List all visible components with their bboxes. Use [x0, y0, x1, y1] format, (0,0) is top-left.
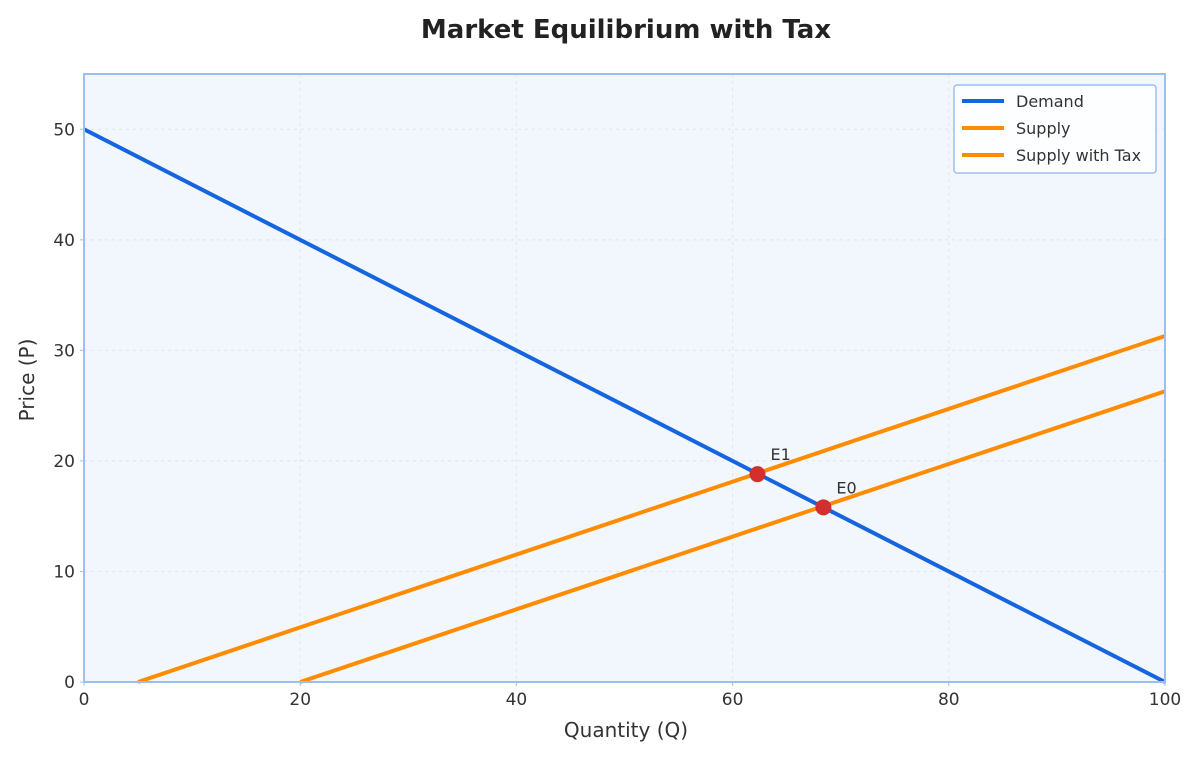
x-tick-label: 40: [506, 690, 528, 710]
equilibrium-label-e0: E0: [836, 478, 856, 497]
supply-with-tax-line: [137, 334, 1166, 684]
plot-frame: [83, 73, 1166, 683]
legend-label-demand: Demand: [1016, 92, 1084, 111]
x-tick-label: 100: [1149, 690, 1181, 710]
legend-label-supply: Supply: [1016, 119, 1071, 138]
demand-line: [83, 127, 1166, 684]
supply-line: [299, 389, 1166, 684]
equilibrium-point-e1: [749, 466, 766, 483]
x-tick-label: 0: [79, 690, 90, 710]
plot-area: [84, 74, 1165, 682]
legend-box: [953, 84, 1157, 174]
equilibrium-label-e1: E1: [770, 445, 790, 464]
y-axis-label: Price (P): [15, 339, 39, 422]
y-tick-label: 10: [53, 562, 75, 582]
chart-title: Market Equilibrium with Tax: [421, 15, 831, 45]
x-axis-label: Quantity (Q): [564, 718, 688, 742]
x-tick-label: 80: [938, 690, 960, 710]
y-tick-label: 20: [53, 452, 75, 472]
y-tick-label: 40: [53, 231, 75, 251]
x-tick-label: 20: [289, 690, 311, 710]
x-tick-label: 60: [722, 690, 744, 710]
y-tick-label: 50: [53, 120, 75, 140]
legend-label-supply-with-tax: Supply with Tax: [1016, 146, 1141, 165]
y-tick-label: 0: [64, 673, 75, 693]
y-tick-label: 30: [53, 341, 75, 361]
equilibrium-point-e0: [815, 499, 832, 516]
